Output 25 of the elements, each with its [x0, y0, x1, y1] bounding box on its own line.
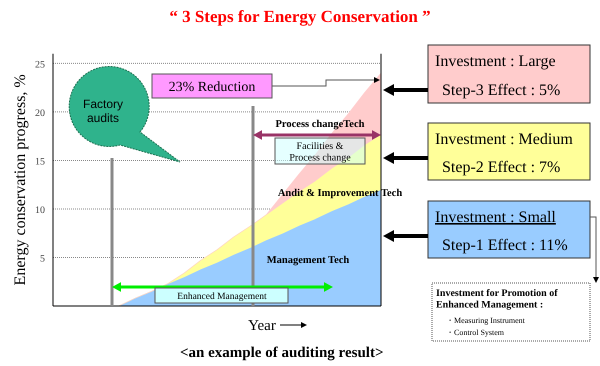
text: Investment : Medium: [435, 131, 574, 148]
annotation: Facilities & Process change: [289, 141, 352, 164]
y-axis-title: Energy conservation progress, %: [12, 74, 29, 286]
annotation: 23% Reduction: [168, 80, 256, 95]
series-label: Management Tech: [266, 255, 350, 266]
text: ・Control System: [446, 328, 505, 337]
y-tick-label: 20: [35, 108, 45, 119]
text: Investment : Small: [435, 209, 556, 226]
annotation: Factory audits: [82, 97, 124, 125]
text: Investment : Large: [435, 53, 556, 70]
y-tick-label: 25: [35, 59, 45, 70]
text: Step-1 Effect : 11%: [442, 237, 568, 254]
text: <an example of auditing result>: [180, 345, 384, 361]
y-tick-label: 10: [35, 204, 45, 216]
annotation: Enhanced Management: [177, 292, 268, 302]
series-label: Andit & Improvement Tech: [278, 188, 402, 199]
chart-title: “ 3 Steps for Energy Conservation ”: [169, 7, 431, 26]
y-tick-label: 15: [35, 156, 45, 168]
x-axis-title: Year: [248, 318, 276, 334]
y-tick-label: 5: [40, 253, 45, 264]
text: Investment for Promotion of Enhanced Management :: [436, 288, 558, 310]
text: Step-2 Effect : 7%: [442, 159, 560, 176]
text: ・Measuring Instrument: [446, 316, 526, 325]
series-label: Process changeTech: [276, 119, 365, 130]
text: Step-3 Effect : 5%: [442, 82, 560, 99]
